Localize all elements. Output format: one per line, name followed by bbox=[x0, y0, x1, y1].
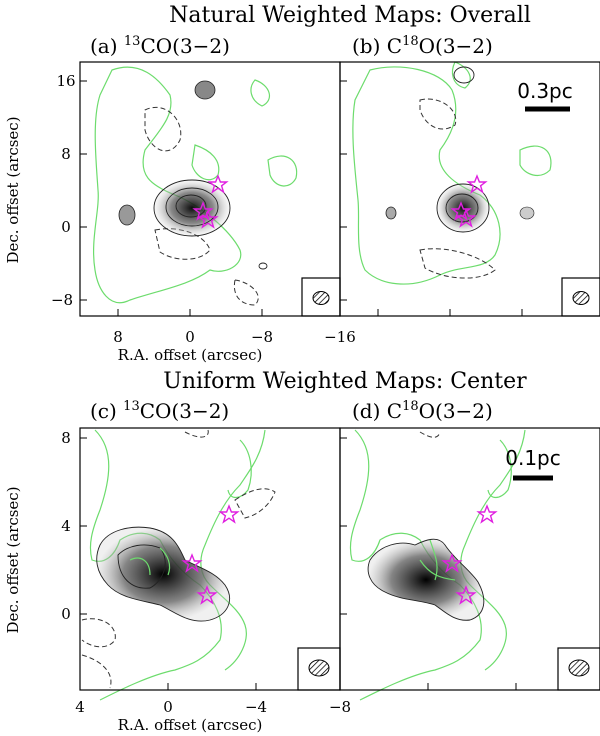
star-marker bbox=[196, 585, 218, 605]
ytick: −8 bbox=[51, 291, 73, 309]
top-title: Natural Weighted Maps: Overall bbox=[169, 3, 531, 28]
xtick: 0 bbox=[185, 328, 195, 346]
xtick: −8 bbox=[329, 698, 351, 716]
bottom-title: Uniform Weighted Maps: Center bbox=[163, 369, 527, 394]
xtick: −4 bbox=[245, 698, 267, 716]
star-marker bbox=[207, 174, 229, 194]
star-marker bbox=[455, 585, 477, 605]
ytick: 16 bbox=[56, 72, 75, 90]
xtick: −8 bbox=[251, 328, 273, 346]
top-xlabel: R.A. offset (arcsec) bbox=[118, 346, 263, 364]
panel-d-label: (d) C18O(3−2) bbox=[352, 399, 493, 423]
panel-b: 0.3pc bbox=[339, 61, 600, 317]
star-marker bbox=[441, 553, 463, 573]
xtick: −16 bbox=[324, 328, 356, 346]
top-ylabel: Dec. offset (arcsec) bbox=[4, 116, 22, 263]
panel-a bbox=[79, 61, 341, 317]
bottom-xlabel: R.A. offset (arcsec) bbox=[118, 716, 263, 734]
scalebar-bottom-label: 0.1pc bbox=[505, 446, 561, 470]
ytick: 0 bbox=[61, 605, 71, 623]
star-marker bbox=[181, 553, 203, 573]
beam-ellipse bbox=[312, 291, 330, 305]
ytick: 8 bbox=[61, 145, 71, 163]
beam-ellipse bbox=[572, 291, 590, 305]
star-marker bbox=[476, 504, 498, 524]
beam-ellipse bbox=[568, 659, 590, 677]
xtick: 8 bbox=[113, 328, 123, 346]
xtick: 4 bbox=[75, 698, 85, 716]
scalebar-top-label: 0.3pc bbox=[517, 79, 573, 103]
beam-ellipse bbox=[308, 659, 330, 677]
panel-d: 0.1pc bbox=[339, 427, 600, 701]
panel-b-frame bbox=[339, 61, 600, 317]
star-marker bbox=[466, 174, 488, 194]
ytick: 8 bbox=[61, 429, 71, 447]
bottom-ylabel: Dec. offset (arcsec) bbox=[4, 486, 22, 633]
star-marker bbox=[218, 504, 240, 524]
panel-c bbox=[79, 427, 341, 701]
panel-b-label: (b) C18O(3−2) bbox=[352, 34, 493, 58]
star-marker bbox=[450, 201, 472, 221]
ytick: 0 bbox=[61, 218, 71, 236]
panel-c-label: (c) 13CO(3−2) bbox=[90, 399, 229, 423]
panel-d-frame bbox=[339, 427, 600, 691]
star-marker bbox=[192, 201, 214, 221]
star-marker bbox=[455, 208, 477, 228]
star-marker bbox=[197, 209, 219, 229]
panel-a-label: (a) 13CO(3−2) bbox=[90, 34, 230, 58]
xtick: 0 bbox=[163, 698, 173, 716]
ytick: 4 bbox=[61, 517, 71, 535]
